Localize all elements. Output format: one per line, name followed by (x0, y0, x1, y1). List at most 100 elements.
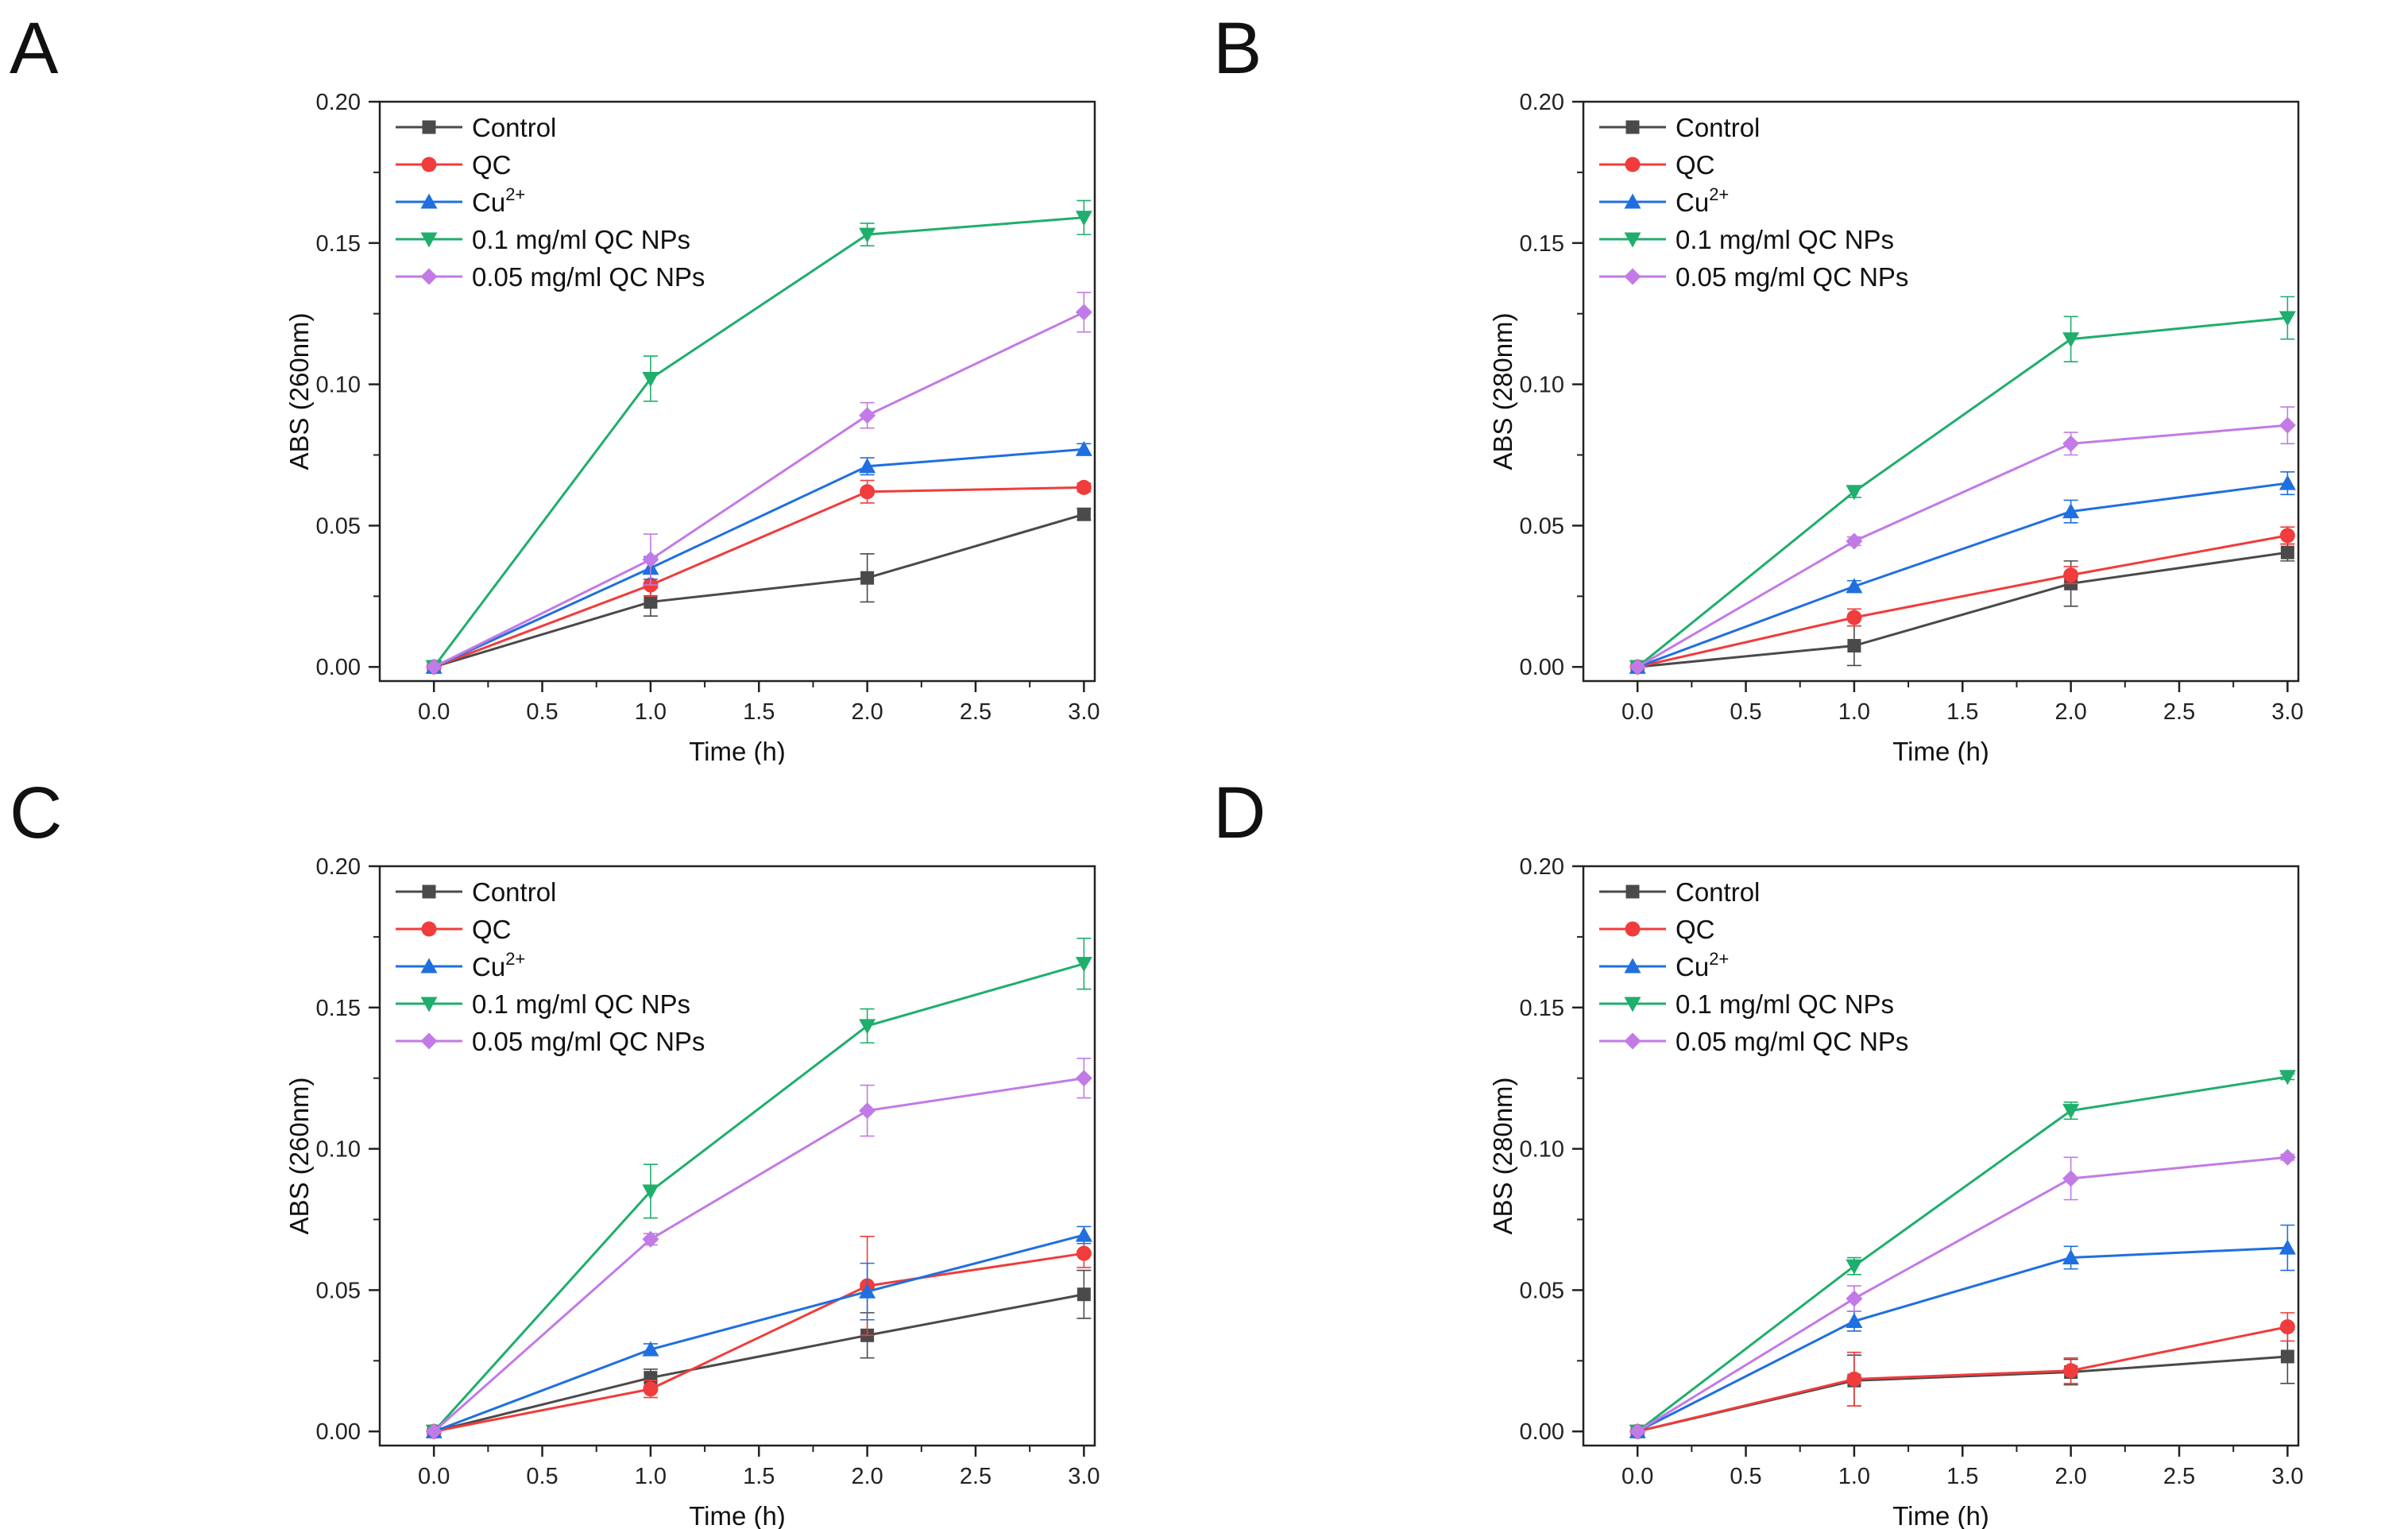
legend-item-control: Control (1599, 877, 1760, 907)
x-tick-label: 2.0 (2054, 1464, 2086, 1489)
data-point (1075, 1070, 1092, 1087)
series-line (1637, 551, 2288, 668)
legend-marker (1624, 232, 1641, 248)
legend-label: 0.1 mg/ml QC NPs (472, 225, 690, 254)
legend-item-control: Control (396, 113, 556, 142)
legend-marker (420, 232, 438, 248)
series-0-05-mg-ml-qc-nps (1629, 406, 2296, 675)
panel-letter: C (10, 772, 62, 854)
data-point (1846, 485, 1863, 501)
legend-label: 0.05 mg/ml QC NPs (1676, 1027, 1908, 1056)
series-0-05-mg-ml-qc-nps (425, 292, 1092, 675)
x-tick-label: 2.5 (2163, 1464, 2195, 1489)
legend-item-0-1-mg-ml-qc-nps: 0.1 mg/ml QC NPs (1599, 225, 1894, 254)
series-line (1637, 1155, 2288, 1433)
legend-item-0-1-mg-ml-qc-nps: 0.1 mg/ml QC NPs (396, 225, 690, 254)
series-line (433, 311, 1085, 668)
legend-label: Cu2+ (472, 949, 525, 981)
legend-label: Control (472, 113, 556, 142)
data-point (1846, 1313, 1863, 1329)
series-line (433, 486, 1084, 668)
x-tick-label: 1.0 (635, 699, 667, 725)
x-tick-label: 3.0 (1068, 1464, 1100, 1489)
legend-item-cu2: Cu2+ (1599, 949, 1729, 981)
series-line (433, 1293, 1084, 1433)
y-tick-label: 0.00 (1520, 1419, 1564, 1445)
legend-item-control: Control (396, 877, 556, 907)
legend-item-0-05-mg-ml-qc-nps: 0.05 mg/ml QC NPs (396, 1027, 705, 1056)
legend-marker (420, 997, 438, 1012)
y-tick-label: 0.10 (1520, 1137, 1564, 1163)
data-point (642, 1230, 659, 1248)
series-line (433, 1233, 1084, 1433)
data-point (2279, 528, 2295, 544)
plot-frame (378, 865, 1096, 1447)
y-axis-label: ABS (280nm) (1488, 312, 1517, 470)
data-point (859, 1019, 876, 1035)
series-control (1630, 543, 2295, 674)
x-tick-label: 2.0 (851, 699, 883, 725)
plot-frame (1582, 100, 2300, 683)
data-point (2279, 1239, 2296, 1255)
x-tick-label: 1.0 (635, 1464, 667, 1489)
legend-label: 0.1 mg/ml QC NPs (1676, 989, 1894, 1019)
data-point (2279, 311, 2296, 327)
x-tick-label: 3.0 (2271, 1464, 2303, 1489)
chart-c: C 0.0 0.5 1.0 1.5 2.0 2.5 3.0 0.00 0.05 0.10 0.15 0.… (10, 772, 1100, 1529)
legend: Control QC Cu2+ 0.1 mg/ml QC NPs 0.05 mg/ml … (1599, 113, 1908, 292)
legend-marker (420, 268, 438, 285)
y-tick-label: 0.20 (1520, 90, 1564, 115)
x-tick-label: 0.0 (1621, 699, 1653, 725)
data-point (2279, 1319, 2295, 1335)
x-tick-label: 2.5 (2163, 699, 2195, 725)
legend-marker (421, 921, 437, 937)
legend-item-qc: QC (1599, 915, 1715, 944)
legend-superscript: 2+ (1709, 184, 1729, 204)
data-point (860, 571, 875, 585)
legend-marker (1624, 997, 1641, 1012)
panel-b: B 0.0 0.5 1.0 1.5 2.0 2.5 3.0 0.00 0.05 0.10 0.15 0.… (1204, 0, 2407, 764)
x-tick-label: 1.5 (743, 699, 775, 725)
legend-label: QC (472, 915, 512, 944)
panel-letter: B (1213, 8, 1262, 89)
legend-label: Control (472, 877, 556, 907)
x-tick-label: 1.0 (1838, 1464, 1870, 1489)
data-point (2063, 1363, 2079, 1379)
data-point (1846, 1371, 1862, 1387)
data-point (2279, 416, 2296, 434)
legend-item-0-05-mg-ml-qc-nps: 0.05 mg/ml QC NPs (396, 262, 705, 292)
y-tick-label: 0.05 (316, 1278, 361, 1303)
data-point (642, 1184, 659, 1200)
y-tick-label: 0.15 (1520, 231, 1564, 257)
data-point (1846, 610, 1862, 625)
legend: Control QC Cu2+ 0.1 mg/ml QC NPs 0.05 mg/ml … (396, 113, 705, 292)
data-point (642, 551, 659, 568)
x-tick-label: 2.5 (960, 699, 991, 725)
series-cu2 (1629, 1224, 2296, 1438)
panel-c: C 0.0 0.5 1.0 1.5 2.0 2.5 3.0 0.00 0.05 0.10 0.15 0.… (0, 764, 1204, 1529)
x-tick-label: 0.5 (526, 699, 558, 725)
x-tick-label: 2.0 (851, 1464, 883, 1489)
data-point (2062, 435, 2080, 452)
data-point (859, 1283, 876, 1299)
data-point (1076, 1287, 1091, 1302)
y-axis-label: ABS (260nm) (284, 312, 314, 470)
data-point (1076, 479, 1092, 495)
series-line (1637, 1326, 2288, 1433)
data-point (1846, 578, 1863, 594)
data-point (2063, 567, 2079, 583)
series-line (433, 1252, 1084, 1433)
data-point (1075, 440, 1092, 456)
data-point (2279, 1070, 2296, 1086)
y-tick-label: 0.20 (316, 90, 361, 115)
data-point (644, 594, 658, 609)
data-point (2062, 332, 2080, 348)
legend-item-qc: QC (396, 150, 512, 180)
data-point (2280, 545, 2294, 559)
plot-frame (378, 100, 1096, 683)
data-point (2062, 503, 2080, 519)
panel-d: D 0.0 0.5 1.0 1.5 2.0 2.5 3.0 0.00 0.05 0.10 0.15 0.… (1204, 764, 2407, 1529)
legend-superscript: 2+ (505, 184, 525, 204)
legend-label: Cu2+ (1676, 184, 1729, 217)
data-point (642, 371, 659, 387)
